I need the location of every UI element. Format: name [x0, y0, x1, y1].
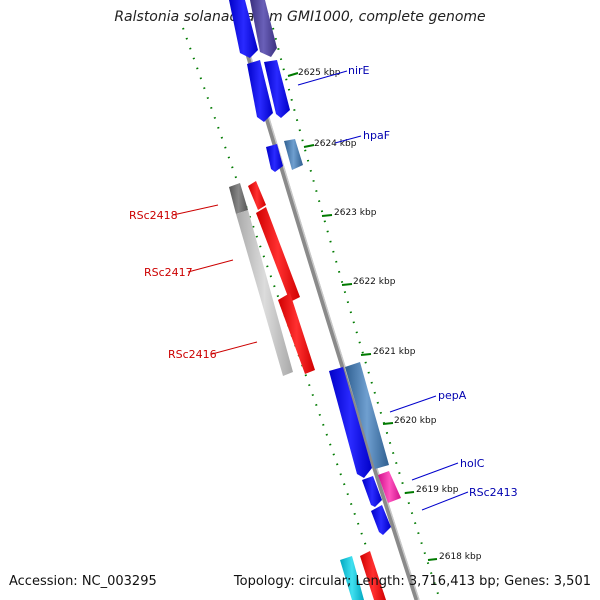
gene-holC	[378, 471, 401, 503]
label-hpaF[interactable]: hpaF	[363, 129, 390, 142]
gene-RSc2417	[256, 207, 300, 302]
gene-bottom-red	[360, 551, 386, 600]
tick-2621: 2621 kbp	[373, 347, 416, 357]
gene-hpaF-left	[266, 144, 283, 172]
label-RSc2413[interactable]: RSc2413	[469, 486, 518, 499]
gene-RSc2413	[371, 505, 391, 535]
genome-summary-text: Topology: circular; Length: 3,716,413 bp…	[233, 574, 591, 589]
label-RSc2418[interactable]: RSc2418	[129, 209, 178, 222]
tick-track-inner	[272, 27, 441, 600]
label-RSc2417[interactable]: RSc2417	[144, 266, 193, 279]
tick-2623: 2623 kbp	[334, 208, 377, 218]
label-nirE[interactable]: nirE	[348, 64, 370, 77]
tick-2620: 2620 kbp	[394, 416, 437, 426]
tick-2622: 2622 kbp	[353, 277, 396, 287]
tick-2624: 2624 kbp	[314, 139, 357, 149]
gene-nirE	[264, 60, 290, 118]
label-RSc2416[interactable]: RSc2416	[168, 348, 217, 361]
gene-top-navy	[250, 0, 277, 57]
label-pepA[interactable]: pepA	[438, 389, 467, 402]
gene-pepA	[329, 367, 372, 478]
kbp-ticks: 2625 kbp 2624 kbp 2623 kbp 2622 kbp 2621…	[287, 68, 482, 562]
tick-2619: 2619 kbp	[416, 485, 459, 495]
tick-2618: 2618 kbp	[439, 552, 482, 562]
gene-RSc2418	[248, 181, 266, 210]
tick-track-outer	[182, 27, 386, 600]
gene-bottom-cyan	[340, 556, 364, 600]
accession-text: Accession: NC_003295	[9, 574, 157, 589]
gene-hpaF	[284, 139, 303, 170]
gene-nirE-left	[247, 60, 273, 122]
gene-holC-blue	[362, 476, 382, 507]
gene-pepA-steel	[345, 362, 389, 469]
map-title: Ralstonia solanacearum GMI1000, complete…	[114, 9, 486, 25]
gene-leaders	[172, 70, 469, 511]
gene-RSc2417-gray	[236, 210, 293, 376]
label-holC[interactable]: holC	[460, 457, 485, 470]
gene-RSc2418-dark	[229, 183, 248, 214]
gene-top-blue-left	[229, 0, 258, 58]
gene-RSc2416	[278, 293, 315, 374]
tick-2625: 2625 kbp	[298, 68, 341, 78]
